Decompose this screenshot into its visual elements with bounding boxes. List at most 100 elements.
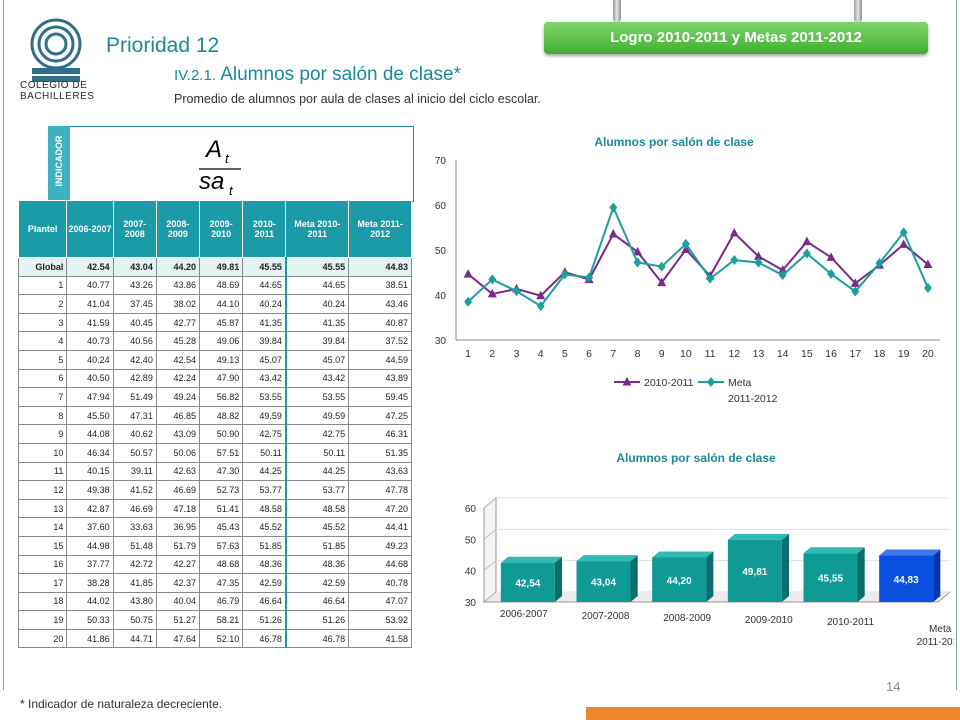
- table-header-cell: Meta 2010-2011: [285, 200, 350, 258]
- line-point-meta: [802, 248, 811, 259]
- table-cell: 46.85: [155, 405, 201, 426]
- bar-top: [576, 555, 638, 562]
- indicator-tab: Indicador: [48, 126, 70, 200]
- footnote: * Indicador de naturaleza decreciente.: [20, 697, 223, 711]
- bar-data-label: 49,81: [742, 567, 767, 578]
- formula-denominator-sub: t: [229, 183, 234, 198]
- bar-chart-y-tick-label: 30: [465, 598, 477, 609]
- line-point-logro: [778, 265, 788, 274]
- table-cell: 46.69: [155, 480, 201, 500]
- table-cell: 40.24: [66, 349, 114, 370]
- legend-label-logro: 2010-2011: [644, 377, 694, 389]
- colegio-logo: [30, 18, 82, 82]
- formula-numerator: A: [204, 136, 222, 163]
- bar-data-label: 43,04: [591, 578, 616, 589]
- line-point-meta: [609, 202, 618, 213]
- line-chart-x-tick-label: 16: [825, 348, 837, 360]
- line-chart-x-tick-label: 19: [898, 348, 910, 360]
- bar: [803, 553, 858, 602]
- line-point-meta: [827, 268, 836, 279]
- line-chart-x-tick-label: 7: [610, 348, 616, 360]
- table-row: 5 40.24 42.40 42.54 49.13 45.07 45.07 44.59: [17, 349, 412, 370]
- table-cell: 50.33: [66, 610, 114, 630]
- table-cell: 56.82: [199, 387, 244, 407]
- table-cell: 44.25: [284, 461, 350, 482]
- page-number: 14: [886, 679, 901, 694]
- table-cell: 41.35: [284, 312, 350, 333]
- bar-chart-gridline: [483, 528, 497, 540]
- line-chart-x-tick-label: 13: [753, 348, 765, 360]
- table-cell: 37.77: [66, 554, 114, 575]
- line-point-meta: [633, 257, 642, 268]
- line-chart-x-tick-label: 12: [728, 348, 740, 360]
- achievement-badge: Logro 2010-2011 y Metas 2011-2012: [544, 22, 928, 54]
- table-cell: 44.68: [348, 554, 412, 575]
- table-cell-plantel: 19: [17, 610, 68, 630]
- line-point-logro: [899, 239, 909, 248]
- table-cell-plantel: 9: [17, 424, 68, 444]
- priority-title: Prioridad 12: [106, 34, 220, 57]
- table-cell: 49.81: [199, 257, 244, 277]
- table-cell: 47.07: [348, 591, 412, 612]
- table-cell: 42.54: [66, 257, 114, 277]
- table-cell-plantel: 12: [17, 480, 68, 500]
- table-cell: 37.60: [66, 517, 114, 537]
- bar-top: [803, 547, 865, 554]
- table-cell: 43.26: [112, 275, 157, 296]
- table-body: Global 42.54 43.04 44.20 49.81 45.55 45.55 44.8…: [17, 257, 412, 649]
- badge-hanger-left: [613, 0, 621, 22]
- table-cell: 41.04: [66, 294, 114, 314]
- bar-data-label: 42,54: [515, 578, 540, 589]
- bar: [576, 561, 631, 602]
- line-point-logro: [463, 269, 473, 278]
- table-cell: 43.89: [348, 368, 412, 389]
- table-cell: 47.20: [348, 498, 412, 519]
- bar-data-label: 44,20: [667, 576, 692, 587]
- table-cell: 44.65: [242, 275, 287, 296]
- section-title-text: Alumnos por salón de clase*: [220, 64, 462, 85]
- line-chart-x-tick-label: 8: [635, 348, 641, 360]
- bar-category-label-line2: 2011-2012: [917, 637, 954, 648]
- line-point-meta: [706, 273, 715, 284]
- table-cell: 45.52: [284, 517, 350, 537]
- line-point-logro: [657, 277, 667, 287]
- table-cell: 42.75: [284, 424, 350, 444]
- line-point-meta: [754, 257, 763, 268]
- table-row: 9 44.08 40.62 43.09 50.90 42.75 42.75 46.31: [17, 424, 412, 444]
- line-point-logro: [487, 288, 497, 298]
- bar-side: [706, 551, 714, 602]
- table-row: 6 40.50 42.89 42.24 47.90 43.42 43.42 43.89: [17, 368, 412, 389]
- table-cell: 42.40: [112, 349, 157, 370]
- table-cell: 33.63: [112, 517, 157, 537]
- line-chart-x-tick-label: 15: [801, 348, 813, 360]
- table-cell: 42.59: [242, 573, 287, 593]
- table-cell: 49.59: [242, 405, 287, 426]
- table-cell: 51.41: [199, 498, 244, 519]
- table-cell: 48.36: [242, 554, 287, 575]
- table-cell: 44.20: [155, 257, 201, 277]
- line-chart-y-tick-label: 70: [435, 156, 447, 167]
- table-header-cell: Meta 2011-2012: [348, 200, 412, 258]
- line-point-meta: [778, 270, 787, 281]
- table-cell: 51.27: [155, 610, 201, 630]
- table-cell: 47.35: [199, 573, 244, 593]
- bar-chart-gridline: [483, 497, 497, 509]
- table-cell-plantel: 16: [17, 554, 68, 575]
- table-cell: 41.85: [112, 573, 157, 593]
- bar-category-label: 2009-2010: [745, 615, 793, 626]
- line-chart-y-tick-label: 30: [435, 336, 447, 347]
- table-cell-plantel: Global: [17, 257, 68, 277]
- table-cell-plantel: 2: [17, 294, 68, 314]
- table-cell: 40.87: [348, 312, 412, 333]
- bar-chart: Alumnos por salón de clase 30 40 50 60 42,5…: [465, 451, 954, 648]
- legend-marker-logro: [622, 377, 632, 386]
- table-cell: 51.79: [155, 535, 201, 556]
- table-cell-plantel: 20: [17, 628, 68, 649]
- table-cell: 36.95: [155, 517, 201, 537]
- table-cell: 52.73: [199, 480, 244, 500]
- table-cell-plantel: 15: [17, 535, 68, 556]
- bar: [652, 557, 707, 602]
- line-point-meta: [512, 286, 521, 297]
- table-cell: 40.24: [242, 294, 287, 314]
- table-header-cell: 2008-2009: [155, 200, 201, 258]
